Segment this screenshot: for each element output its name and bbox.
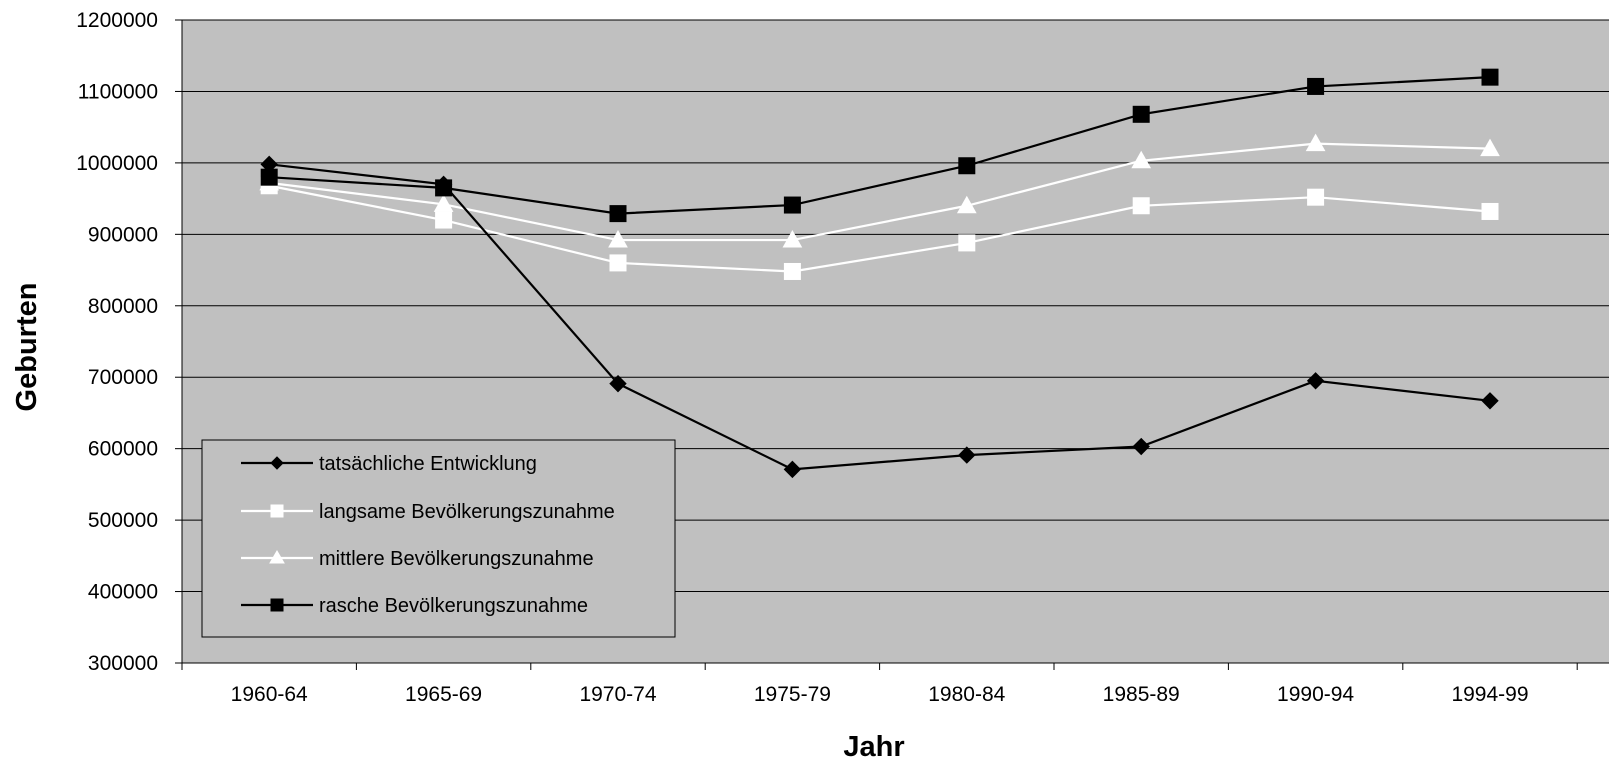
- y-tick-label: 1200000: [76, 9, 158, 32]
- data-point: [956, 195, 977, 214]
- data-point: [1305, 133, 1326, 152]
- y-tick-label: 300000: [88, 652, 158, 675]
- y-tick-label: 700000: [88, 366, 158, 389]
- data-point: [1307, 77, 1325, 95]
- legend-marker: [270, 598, 284, 612]
- data-point: [1480, 138, 1500, 157]
- y-tick-label: 400000: [88, 581, 158, 604]
- data-point: [1131, 150, 1152, 169]
- x-tick-label: 1980-84: [928, 683, 1005, 706]
- x-tick-label: 1985-89: [1103, 683, 1180, 706]
- data-point: [1481, 68, 1499, 86]
- legend-label: tatsächliche Entwicklung: [319, 453, 537, 475]
- x-tick-label: 1994-99: [1451, 683, 1528, 706]
- legend-entry: tatsächliche Entwicklung: [241, 453, 537, 475]
- y-tick-label: 1000000: [76, 152, 158, 175]
- series-4: [260, 68, 1499, 223]
- data-point: [435, 211, 453, 229]
- data-point: [958, 234, 976, 252]
- legend-label: mittlere Bevölkerungszunahme: [319, 548, 594, 570]
- data-point: [1481, 392, 1499, 410]
- data-point: [1481, 202, 1499, 220]
- y-tick-label: 900000: [88, 223, 158, 246]
- data-point: [434, 175, 453, 194]
- data-point: [1132, 105, 1150, 123]
- legend-entry: langsame Bevölkerungszunahme: [241, 501, 615, 523]
- x-axis-title: Jahr: [843, 731, 904, 763]
- series-line: [268, 184, 1491, 273]
- legend-marker: [270, 504, 284, 518]
- series-2: [260, 177, 1499, 280]
- data-point: [782, 230, 803, 248]
- axes: [175, 19, 1609, 670]
- legend: tatsächliche Entwicklung langsame Bevölke…: [201, 439, 676, 638]
- series-line: [269, 76, 1491, 215]
- y-tick-labels: 300000 400000 500000 600000 700000 800000 9000…: [76, 9, 158, 675]
- y-axis-title: Geburten: [11, 283, 43, 412]
- data-point: [609, 374, 627, 393]
- y-tick-label: 600000: [88, 438, 158, 461]
- y-tick-label: 800000: [88, 295, 158, 318]
- y-tick-label: 500000: [88, 509, 158, 532]
- data-point: [609, 205, 627, 223]
- data-point: [1132, 197, 1150, 215]
- data-point: [783, 262, 801, 280]
- legend-entry: rasche Bevölkerungszunahme: [241, 595, 588, 617]
- legend-marker: [269, 550, 285, 564]
- legend-label: langsame Bevölkerungszunahme: [319, 501, 615, 523]
- series-1: [260, 155, 1499, 479]
- series-layer: [259, 68, 1500, 479]
- x-tick-label: 1960-64: [231, 683, 308, 706]
- legend-entry: mittlere Bevölkerungszunahme: [241, 548, 594, 570]
- legend-label: rasche Bevölkerungszunahme: [319, 595, 588, 617]
- x-tick-labels: 1960-64 1965-69 1970-74 1975-79 1980-84 1985-…: [231, 683, 1529, 706]
- data-point: [783, 196, 801, 214]
- data-point: [260, 155, 278, 174]
- series-line: [269, 163, 1491, 471]
- series-line: [269, 142, 1491, 242]
- data-point: [609, 254, 627, 272]
- x-tick-label: 1990-94: [1277, 683, 1354, 706]
- data-point: [433, 194, 454, 212]
- x-tick-label: 1975-79: [754, 683, 831, 706]
- data-point: [958, 446, 976, 464]
- data-point: [783, 460, 802, 479]
- data-point: [958, 157, 976, 175]
- data-point: [1307, 188, 1325, 206]
- data-point: [1306, 372, 1325, 390]
- legend-marker: [270, 456, 284, 470]
- x-tick-label: 1965-69: [405, 683, 482, 706]
- data-point: [1132, 437, 1150, 456]
- data-point: [608, 230, 628, 248]
- x-tick-label: 1970-74: [579, 683, 656, 706]
- y-tick-label: 1100000: [78, 80, 158, 103]
